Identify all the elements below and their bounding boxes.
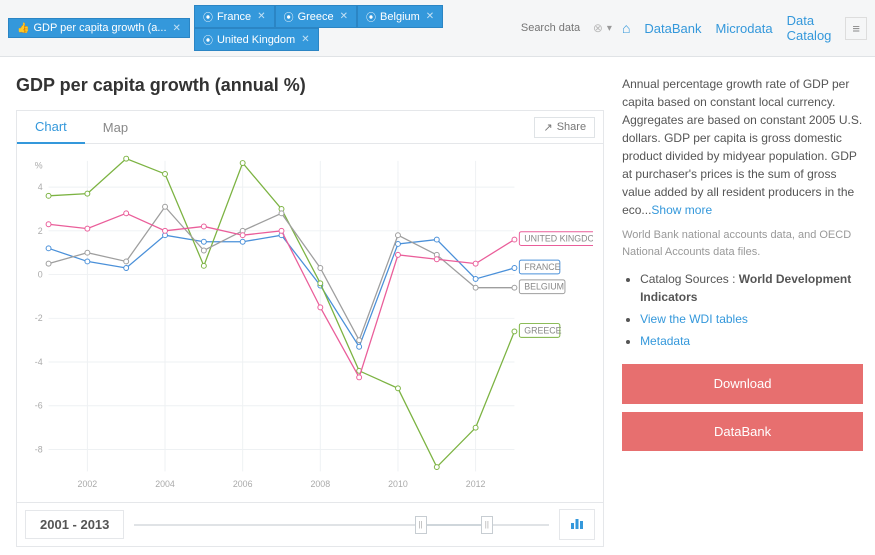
description: Annual percentage growth rate of GDP per… bbox=[622, 75, 863, 219]
pin-icon: ⦿ bbox=[284, 9, 294, 24]
hamburger-icon[interactable]: ≡ bbox=[845, 17, 867, 40]
nav-microdata[interactable]: Microdata bbox=[716, 21, 773, 36]
svg-text:-6: -6 bbox=[35, 401, 43, 411]
share-button[interactable]: ↗ Share bbox=[534, 117, 595, 138]
chevron-down-icon[interactable]: ▾ bbox=[607, 23, 612, 34]
close-icon[interactable]: ✕ bbox=[173, 23, 181, 34]
close-icon[interactable]: ✕ bbox=[340, 11, 348, 22]
main: GDP per capita growth (annual %) Chart M… bbox=[0, 57, 875, 555]
share-label: Share bbox=[557, 121, 586, 133]
time-slider[interactable]: || || bbox=[134, 510, 549, 540]
nav-databank[interactable]: DataBank bbox=[644, 21, 701, 36]
svg-text:GREECE: GREECE bbox=[524, 325, 561, 335]
home-icon[interactable]: ⌂ bbox=[622, 20, 630, 36]
close-icon[interactable]: ✕ bbox=[426, 11, 434, 22]
indicator-chip-label: GDP per capita growth (a... bbox=[33, 22, 166, 34]
chart-card: Chart Map ↗ Share -8 -6 -4 -2 0 2 4% 2002 2004 20… bbox=[16, 110, 604, 547]
country-chip-label: Greece bbox=[298, 11, 334, 23]
search-input[interactable] bbox=[521, 22, 591, 34]
country-chip[interactable]: ⦿ United Kingdom ✕ bbox=[194, 28, 319, 51]
thumbs-up-icon: 👍 bbox=[17, 23, 29, 34]
chart-footer: 2001 - 2013 || || bbox=[17, 502, 603, 546]
svg-text:BELGIUM: BELGIUM bbox=[524, 282, 564, 292]
search-wrap: ⊗ ▾ bbox=[515, 19, 618, 37]
close-icon[interactable]: ✕ bbox=[301, 34, 309, 45]
pin-icon: ⦿ bbox=[203, 32, 213, 47]
country-chip[interactable]: ⦿ Belgium ✕ bbox=[357, 5, 443, 28]
wdi-link[interactable]: View the WDI tables bbox=[640, 312, 748, 326]
svg-text:%: % bbox=[35, 161, 43, 171]
svg-text:-4: -4 bbox=[35, 357, 43, 367]
country-chip-label: Belgium bbox=[380, 11, 420, 23]
nav-catalog[interactable]: Data Catalog bbox=[787, 13, 832, 43]
chart-type-button[interactable] bbox=[559, 509, 595, 540]
left-panel: GDP per capita growth (annual %) Chart M… bbox=[16, 75, 604, 547]
svg-text:-8: -8 bbox=[35, 444, 43, 454]
range-label: 2001 - 2013 bbox=[25, 510, 124, 539]
top-bar: 👍 GDP per capita growth (a... ✕ ⦿ France ✕… bbox=[0, 0, 875, 57]
bar-chart-icon bbox=[570, 517, 584, 533]
country-chip-label: United Kingdom bbox=[217, 34, 295, 46]
line-chart: -8 -6 -4 -2 0 2 4% 2002 2004 2006 2008 2010 2012 UNIT… bbox=[23, 148, 593, 498]
source-text: World Bank national accounts data, and O… bbox=[622, 227, 863, 260]
svg-text:2010: 2010 bbox=[388, 479, 408, 489]
description-text: Annual percentage growth rate of GDP per… bbox=[622, 77, 862, 217]
catalog-item: Catalog Sources : World Development Indi… bbox=[640, 270, 863, 306]
list-item: Metadata bbox=[640, 332, 863, 350]
slider-handle-left[interactable]: || bbox=[415, 516, 427, 534]
list-item: View the WDI tables bbox=[640, 310, 863, 328]
show-more-link[interactable]: Show more bbox=[651, 203, 712, 217]
svg-text:2012: 2012 bbox=[466, 479, 486, 489]
svg-text:FRANCE: FRANCE bbox=[524, 262, 560, 272]
slider-fill bbox=[421, 524, 487, 526]
page-title: GDP per capita growth (annual %) bbox=[16, 75, 604, 96]
svg-text:0: 0 bbox=[38, 270, 43, 280]
country-chip[interactable]: ⦿ Greece ✕ bbox=[275, 5, 357, 28]
svg-text:2006: 2006 bbox=[233, 479, 253, 489]
meta-list: Catalog Sources : World Development Indi… bbox=[622, 270, 863, 350]
chart-body: -8 -6 -4 -2 0 2 4% 2002 2004 2006 2008 2010 2012 UNIT… bbox=[17, 144, 603, 502]
close-icon[interactable]: ✕ bbox=[257, 11, 265, 22]
pin-icon: ⦿ bbox=[366, 9, 376, 24]
pin-icon: ⦿ bbox=[203, 9, 213, 24]
tab-map[interactable]: Map bbox=[85, 112, 146, 143]
right-panel: Annual percentage growth rate of GDP per… bbox=[622, 75, 863, 547]
svg-text:4: 4 bbox=[38, 182, 43, 192]
databank-button[interactable]: DataBank bbox=[622, 412, 863, 452]
metadata-link[interactable]: Metadata bbox=[640, 334, 690, 348]
tab-chart[interactable]: Chart bbox=[17, 111, 85, 144]
tabs-row: Chart Map ↗ Share bbox=[17, 111, 603, 144]
slider-handle-right[interactable]: || bbox=[481, 516, 493, 534]
svg-text:2002: 2002 bbox=[78, 479, 98, 489]
nav-right: ⌂ DataBank Microdata Data Catalog ≡ bbox=[622, 13, 867, 43]
country-chip-label: France bbox=[217, 11, 251, 23]
country-chip[interactable]: ⦿ France ✕ bbox=[194, 5, 275, 28]
download-button[interactable]: Download bbox=[622, 364, 863, 404]
catalog-label: Catalog Sources : bbox=[640, 272, 739, 286]
svg-text:-2: -2 bbox=[35, 313, 43, 323]
share-icon: ↗ bbox=[543, 121, 552, 134]
svg-text:2004: 2004 bbox=[155, 479, 175, 489]
svg-text:2008: 2008 bbox=[310, 479, 330, 489]
svg-text:UNITED KINGDOM: UNITED KINGDOM bbox=[524, 234, 593, 244]
clear-icon[interactable]: ⊗ bbox=[593, 21, 603, 35]
svg-text:2: 2 bbox=[38, 226, 43, 236]
indicator-chip[interactable]: 👍 GDP per capita growth (a... ✕ bbox=[8, 18, 190, 38]
